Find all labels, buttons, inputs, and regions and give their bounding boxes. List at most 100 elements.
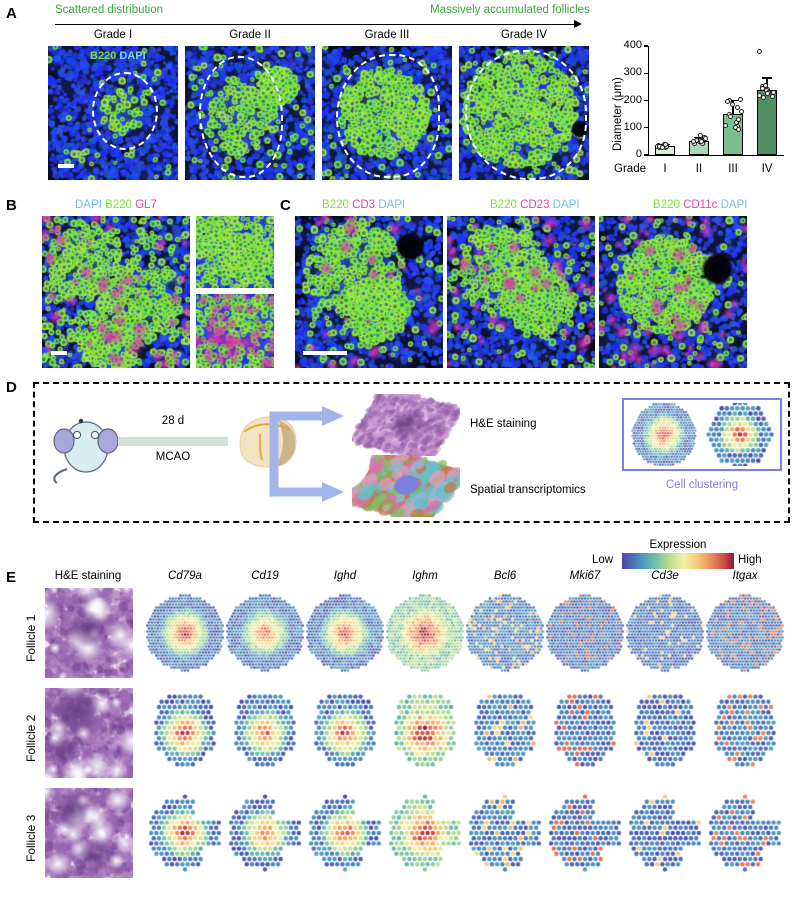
channel-b220: B220	[90, 50, 117, 62]
panel-b-channel-label: DAPI B220 GL7	[75, 199, 157, 211]
gene-header-cd3e: Cd3e	[651, 570, 679, 582]
data-point	[703, 136, 709, 142]
spot-map-cd79a-follicle-3	[146, 788, 224, 878]
grade-1-title: Grade I	[93, 29, 133, 41]
progression-arrow-head	[574, 19, 582, 28]
x-tick-label-IV: IV	[761, 163, 773, 175]
spot-map-cd19-follicle-1	[226, 588, 304, 678]
data-point	[756, 48, 762, 54]
row-label-follicle-2: Follicle 2	[24, 714, 38, 762]
micrograph-panel-b-b220	[196, 216, 274, 288]
panel-c-letter: C	[280, 197, 291, 214]
panel-a-letter: A	[6, 5, 17, 22]
x-tick-label-I: I	[663, 163, 667, 175]
panel-d-branch-top-label: H&E staining	[470, 418, 537, 430]
follicle-outline-3	[336, 54, 440, 178]
spot-map-ighd-follicle-2	[306, 688, 384, 778]
micrograph-panel-c-cd23	[447, 216, 595, 368]
y-tick-label: 300	[623, 66, 642, 79]
x-tick-label-III: III	[728, 163, 738, 175]
micrograph-panel-c-cd11c	[599, 216, 747, 368]
scale-bar-c	[303, 351, 347, 355]
spot-map-ighm-follicle-3	[386, 788, 464, 878]
channel-cd23: CD23	[520, 199, 550, 211]
data-point	[722, 122, 728, 128]
data-point	[697, 133, 703, 139]
gene-header-itgax: Itgax	[732, 570, 758, 582]
data-point	[738, 96, 744, 102]
data-point	[756, 92, 762, 98]
micrograph-grade-4	[459, 46, 589, 180]
expression-colorbar	[622, 553, 734, 569]
x-tick-label-II: II	[695, 163, 703, 175]
data-point	[771, 90, 777, 96]
gene-header-cd19: Cd19	[251, 570, 279, 582]
grade-4-title: Grade IV	[500, 29, 548, 41]
expression-legend-high: High	[738, 554, 762, 566]
hne-image-follicle-1	[45, 588, 133, 678]
panel-b-letter: B	[6, 197, 17, 214]
progression-arrow-line	[55, 24, 575, 25]
error-bar	[732, 99, 734, 115]
gene-header-mki67: Mki67	[569, 570, 601, 582]
brain-icon	[239, 416, 297, 468]
data-point	[735, 104, 741, 110]
branch-arrows-icon	[269, 406, 344, 502]
panel-d-model: MCAO	[155, 451, 191, 463]
spot-map-cd79a-follicle-2	[146, 688, 224, 778]
spot-map-mki67-follicle-3	[546, 788, 624, 878]
spot-map-itgax-follicle-3	[706, 788, 784, 878]
y-tick	[644, 45, 648, 47]
panel-a-left-caption: Scattered distribution	[55, 4, 164, 16]
channel-dapi: DAPI	[75, 199, 102, 211]
y-tick	[644, 127, 648, 129]
expression-legend-low: Low	[592, 554, 614, 566]
micrograph-grade-3	[322, 46, 452, 180]
y-tick-label: 200	[623, 93, 642, 106]
timeline-bar	[118, 437, 228, 446]
panel-d-timepoint: 28 d	[161, 415, 185, 427]
channel-dapi: DAPI	[720, 199, 748, 211]
grade-2-title: Grade II	[229, 29, 271, 41]
data-point	[690, 139, 696, 145]
grade-3-title: Grade III	[364, 29, 410, 41]
micrograph-grade-1: B220 DAPI	[48, 46, 178, 180]
follicle-outline-2	[199, 56, 283, 178]
spot-map-cd19-follicle-2	[226, 688, 304, 778]
channel-dapi: DAPI	[119, 50, 146, 62]
gene-header-cd79a: Cd79a	[168, 570, 202, 582]
channel-b220: B220	[490, 199, 517, 211]
data-point	[663, 141, 669, 147]
channel-cd11c: CD11c	[683, 199, 718, 211]
cluster-map-1	[630, 403, 698, 466]
spot-map-cd3e-follicle-2	[626, 688, 704, 778]
mouse-icon	[53, 418, 119, 484]
y-axis-label: Diameter (μm)	[612, 77, 624, 151]
data-point	[736, 126, 742, 132]
data-point	[764, 91, 770, 97]
panel-c-label-1: B220 CD3 DAPI	[322, 199, 405, 211]
follicle-outline-1	[92, 72, 158, 150]
spot-map-bcl6-follicle-1	[466, 588, 544, 678]
y-axis	[648, 46, 650, 155]
micrograph-grade-2	[185, 46, 315, 180]
channel-dapi: DAPI	[552, 199, 580, 211]
micrograph-panel-b-gl7	[196, 294, 274, 368]
y-tick	[644, 99, 648, 102]
gene-header-ighm: Ighm	[412, 570, 438, 582]
hne-column-header: H&E staining	[54, 570, 122, 582]
channel-label-a1: B220 DAPI	[90, 50, 146, 62]
panel-d-branch-bottom-label: Spatial transcriptomics	[470, 484, 586, 496]
spot-map-ighd-follicle-3	[306, 788, 384, 878]
spot-map-mki67-follicle-1	[546, 588, 624, 678]
y-tick-label: 0	[635, 148, 642, 160]
cell-clustering-caption: Cell clustering	[665, 479, 739, 491]
data-point	[760, 85, 766, 91]
spot-map-bcl6-follicle-3	[466, 788, 544, 878]
spot-map-cd3e-follicle-1	[626, 588, 704, 678]
channel-cd3: CD3	[352, 199, 376, 211]
data-point	[735, 117, 741, 123]
channel-dapi: DAPI	[378, 199, 406, 211]
y-tick-label: 100	[623, 120, 642, 133]
panel-c-label-2: B220 CD23 DAPI	[490, 199, 580, 211]
